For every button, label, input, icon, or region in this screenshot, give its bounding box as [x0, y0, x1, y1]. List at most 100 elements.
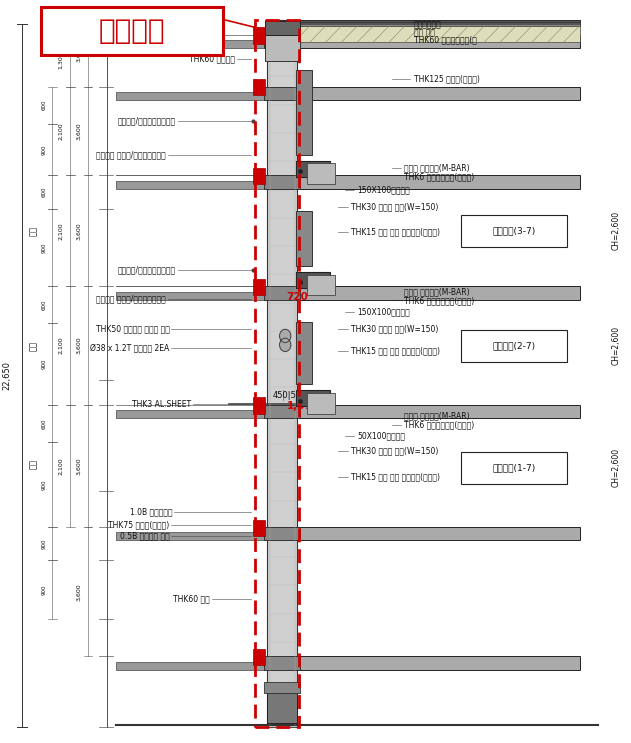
Bar — [461, 215, 567, 247]
Text: 1.0B 시멘트벽돌: 1.0B 시멘트벽돌 — [130, 507, 172, 516]
Bar — [294, 286, 579, 299]
Bar — [294, 657, 579, 669]
Text: 3,600: 3,600 — [76, 337, 81, 354]
Text: 2,100: 2,100 — [59, 122, 64, 140]
Bar — [307, 274, 335, 295]
Text: 0.5B 점토벽돌 치장: 0.5B 점토벽돌 치장 — [120, 531, 169, 540]
Text: THK30 화강석 창대(W=150): THK30 화강석 창대(W=150) — [351, 203, 439, 212]
Text: 일반교실(1-7): 일반교실(1-7) — [492, 463, 535, 473]
Text: 경량철 골천정틀(M-BAR): 경량철 골천정틀(M-BAR) — [404, 412, 470, 421]
Text: 300: 300 — [59, 22, 64, 33]
Bar — [296, 211, 312, 266]
Bar — [264, 20, 300, 61]
Text: 콘크리트 먼처리/균열방지페인트: 콘크리트 먼처리/균열방지페인트 — [97, 294, 166, 303]
Bar — [294, 20, 579, 26]
Text: 600: 600 — [42, 22, 47, 33]
Bar — [267, 20, 297, 727]
Bar — [294, 26, 579, 42]
Bar — [116, 92, 270, 100]
Circle shape — [280, 329, 291, 343]
Bar — [294, 35, 579, 48]
Bar — [296, 160, 330, 177]
Text: THK6 벌레무니텍스(친환경): THK6 벌레무니텍스(친환경) — [404, 296, 475, 305]
Bar — [264, 657, 300, 669]
Bar — [264, 527, 300, 540]
Text: 900: 900 — [42, 479, 47, 490]
Bar — [116, 532, 270, 540]
Bar — [253, 649, 264, 666]
Text: 450|50: 450|50 — [273, 391, 302, 400]
Bar — [253, 79, 264, 95]
Text: 3,600: 3,600 — [76, 122, 81, 140]
Text: CH=2,600: CH=2,600 — [611, 326, 620, 365]
Text: Ø38 x 1.2T 안전난간 2EA: Ø38 x 1.2T 안전난간 2EA — [90, 343, 169, 352]
Bar — [296, 322, 312, 384]
Text: THK60 무근콘크리트(평: THK60 무근콘크리트(평 — [413, 36, 476, 45]
Bar — [294, 23, 579, 25]
Text: 600: 600 — [42, 299, 47, 310]
Bar — [294, 86, 579, 100]
Text: 방수몰탈/균열방지용페인트: 방수몰탈/균열방지용페인트 — [117, 265, 175, 275]
Text: 900: 900 — [42, 539, 47, 549]
Circle shape — [280, 338, 291, 351]
Bar — [116, 662, 270, 669]
Text: 900: 900 — [42, 359, 47, 369]
Text: 설치: 설치 — [29, 340, 38, 351]
Bar — [253, 279, 264, 295]
Bar — [253, 27, 264, 44]
Bar — [294, 20, 579, 22]
Text: 900: 900 — [42, 242, 47, 253]
Bar — [264, 175, 300, 189]
Text: 3,600: 3,600 — [76, 583, 81, 600]
Text: 720: 720 — [286, 293, 309, 302]
Text: 방수몰탈/균열방지용페인트: 방수몰탈/균열방지용페인트 — [117, 117, 175, 126]
Text: 2,100: 2,100 — [59, 457, 64, 475]
Text: 일반교실(2-7): 일반교실(2-7) — [492, 341, 535, 350]
Text: 설치: 설치 — [29, 459, 38, 469]
Text: 경량철 골천정틀(M-BAR): 경량철 골천정틀(M-BAR) — [404, 163, 470, 172]
Text: 경량철 골천정틀(M-BAR): 경량철 골천정틀(M-BAR) — [404, 287, 470, 296]
Text: THK15 치장 합판 플로어링(친환경): THK15 치장 합판 플로어링(친환경) — [351, 228, 440, 237]
Bar — [307, 393, 335, 414]
Bar — [307, 163, 335, 184]
Bar — [116, 292, 270, 299]
Bar — [264, 86, 300, 100]
Text: CH=2,600: CH=2,600 — [611, 448, 620, 487]
Text: 150X100커튼박스: 150X100커튼박스 — [357, 308, 410, 317]
Text: 600: 600 — [42, 418, 47, 429]
Bar — [264, 22, 300, 35]
Text: 설치: 설치 — [29, 226, 38, 236]
Bar — [461, 452, 567, 484]
Text: 1,070: 1,070 — [286, 401, 319, 412]
Text: THK6 벌레무니텍스(친환경): THK6 벌레무니텍스(친환경) — [404, 421, 475, 429]
Text: 3,600: 3,600 — [76, 457, 81, 475]
Text: THK50 압출성형 시멘트 패널: THK50 압출성형 시멘트 패널 — [95, 324, 169, 333]
Text: THK30 화강석 창대(W=150): THK30 화강석 창대(W=150) — [351, 447, 439, 455]
Text: 22,650: 22,650 — [2, 360, 11, 389]
Text: 3,600: 3,600 — [76, 222, 81, 240]
Text: 3,600: 3,600 — [76, 45, 81, 62]
Text: 1,300: 1,300 — [59, 52, 64, 69]
Text: 900: 900 — [42, 144, 47, 155]
Text: 600: 600 — [42, 100, 47, 110]
Bar — [264, 682, 300, 693]
Bar — [253, 398, 264, 414]
Bar — [296, 390, 330, 406]
Text: 150X100커튼박스: 150X100커튼박스 — [357, 186, 410, 195]
Text: THK15 치장 합판 플로어링(친환경): THK15 치장 합판 플로어링(친환경) — [351, 473, 440, 482]
Text: 콘크리트 먼처리/균열방지페인트: 콘크리트 먼처리/균열방지페인트 — [97, 150, 166, 159]
Text: THK75 단열재(나등급): THK75 단열재(나등급) — [108, 520, 169, 529]
Text: THK30 화강석 창대(W=150): THK30 화강석 창대(W=150) — [351, 324, 439, 333]
Bar — [264, 286, 300, 299]
Text: THK3 AL.SHEET: THK3 AL.SHEET — [132, 400, 191, 409]
Bar — [296, 272, 330, 288]
Text: 수평차양: 수평차양 — [98, 17, 165, 45]
Bar — [264, 405, 300, 418]
Text: 2,100: 2,100 — [59, 222, 64, 240]
Text: THK60 메달: THK60 메달 — [174, 594, 210, 603]
Bar — [294, 405, 579, 418]
Text: 50X100커튼박스: 50X100커튼박스 — [357, 432, 405, 441]
Bar — [294, 175, 579, 189]
Bar — [116, 410, 270, 418]
Bar — [116, 181, 270, 189]
